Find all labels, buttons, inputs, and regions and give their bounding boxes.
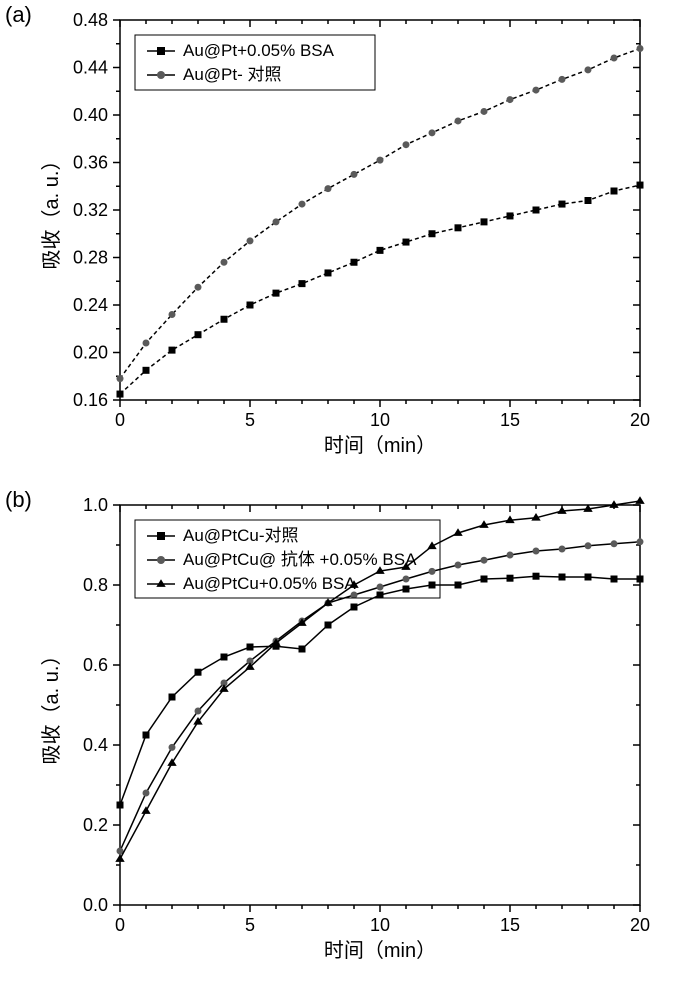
svg-text:0.32: 0.32: [73, 200, 108, 220]
svg-text:0.16: 0.16: [73, 390, 108, 410]
svg-text:0.20: 0.20: [73, 343, 108, 363]
svg-text:0.36: 0.36: [73, 153, 108, 173]
svg-text:20: 20: [630, 410, 650, 430]
svg-text:吸收（a. u.）: 吸收（a. u.）: [40, 646, 63, 765]
svg-text:0: 0: [115, 915, 125, 935]
svg-text:1.0: 1.0: [83, 495, 108, 515]
svg-text:Au@PtCu@ 抗体 +0.05% BSA: Au@PtCu@ 抗体 +0.05% BSA: [183, 550, 417, 569]
chart-b: 0 5 10 15 20 0.0 0.2 0.4 0.6 0.8 1.0 时间（min） 吸收（a. u…: [0, 485, 690, 995]
svg-text:时间（min）: 时间（min）: [324, 434, 436, 457]
svg-text:0.4: 0.4: [83, 735, 108, 755]
svg-text:0.28: 0.28: [73, 248, 108, 268]
panel-b: (b) 0 5 10 15 20 0.0 0.2 0.4 0.6 0.8 1.0 时间（min） 吸收（…: [0, 485, 690, 995]
svg-text:Au@PtCu-对照: Au@PtCu-对照: [183, 526, 299, 545]
svg-text:0.24: 0.24: [73, 295, 108, 315]
svg-text:0.6: 0.6: [83, 655, 108, 675]
svg-text:时间（min）: 时间（min）: [324, 939, 436, 962]
panel-b-label: (b): [5, 487, 32, 513]
svg-text:0: 0: [115, 410, 125, 430]
chart-a: 0 5 10 15 20 0.16 0.20 0.24 0.28 0.32 0.36 0.40 0.44…: [0, 0, 690, 480]
svg-text:Au@PtCu+0.05% BSA: Au@PtCu+0.05% BSA: [183, 574, 356, 593]
svg-text:15: 15: [500, 410, 520, 430]
panel-a: (a) 0 5 10 15 20 0.16 0.20 0.24 0.28 0.32 0.36 0.40…: [0, 0, 690, 480]
svg-text:5: 5: [245, 915, 255, 935]
svg-text:0.8: 0.8: [83, 575, 108, 595]
svg-text:5: 5: [245, 410, 255, 430]
svg-text:Au@Pt+0.05% BSA: Au@Pt+0.05% BSA: [183, 41, 335, 60]
svg-text:0.48: 0.48: [73, 10, 108, 30]
svg-text:15: 15: [500, 915, 520, 935]
svg-text:10: 10: [370, 410, 390, 430]
svg-text:吸收（a. u.）: 吸收（a. u.）: [40, 151, 63, 270]
svg-text:0.44: 0.44: [73, 58, 108, 78]
svg-text:10: 10: [370, 915, 390, 935]
svg-text:20: 20: [630, 915, 650, 935]
svg-text:Au@Pt- 对照: Au@Pt- 对照: [183, 65, 282, 84]
svg-text:0.40: 0.40: [73, 105, 108, 125]
svg-text:0.2: 0.2: [83, 815, 108, 835]
panel-a-label: (a): [5, 2, 32, 28]
svg-text:0.0: 0.0: [83, 895, 108, 915]
